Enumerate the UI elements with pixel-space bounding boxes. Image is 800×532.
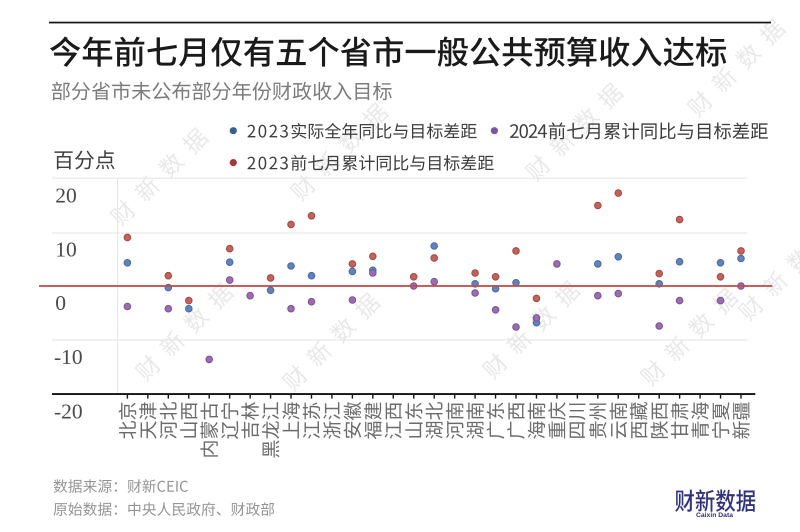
svg-text:Caixin Data: Caixin Data	[696, 512, 733, 519]
svg-text:0: 0	[55, 291, 66, 315]
svg-text:-20: -20	[54, 400, 83, 424]
svg-text:20: 20	[55, 184, 77, 208]
svg-text:10: 10	[55, 238, 77, 262]
svg-text:-10: -10	[54, 345, 83, 369]
